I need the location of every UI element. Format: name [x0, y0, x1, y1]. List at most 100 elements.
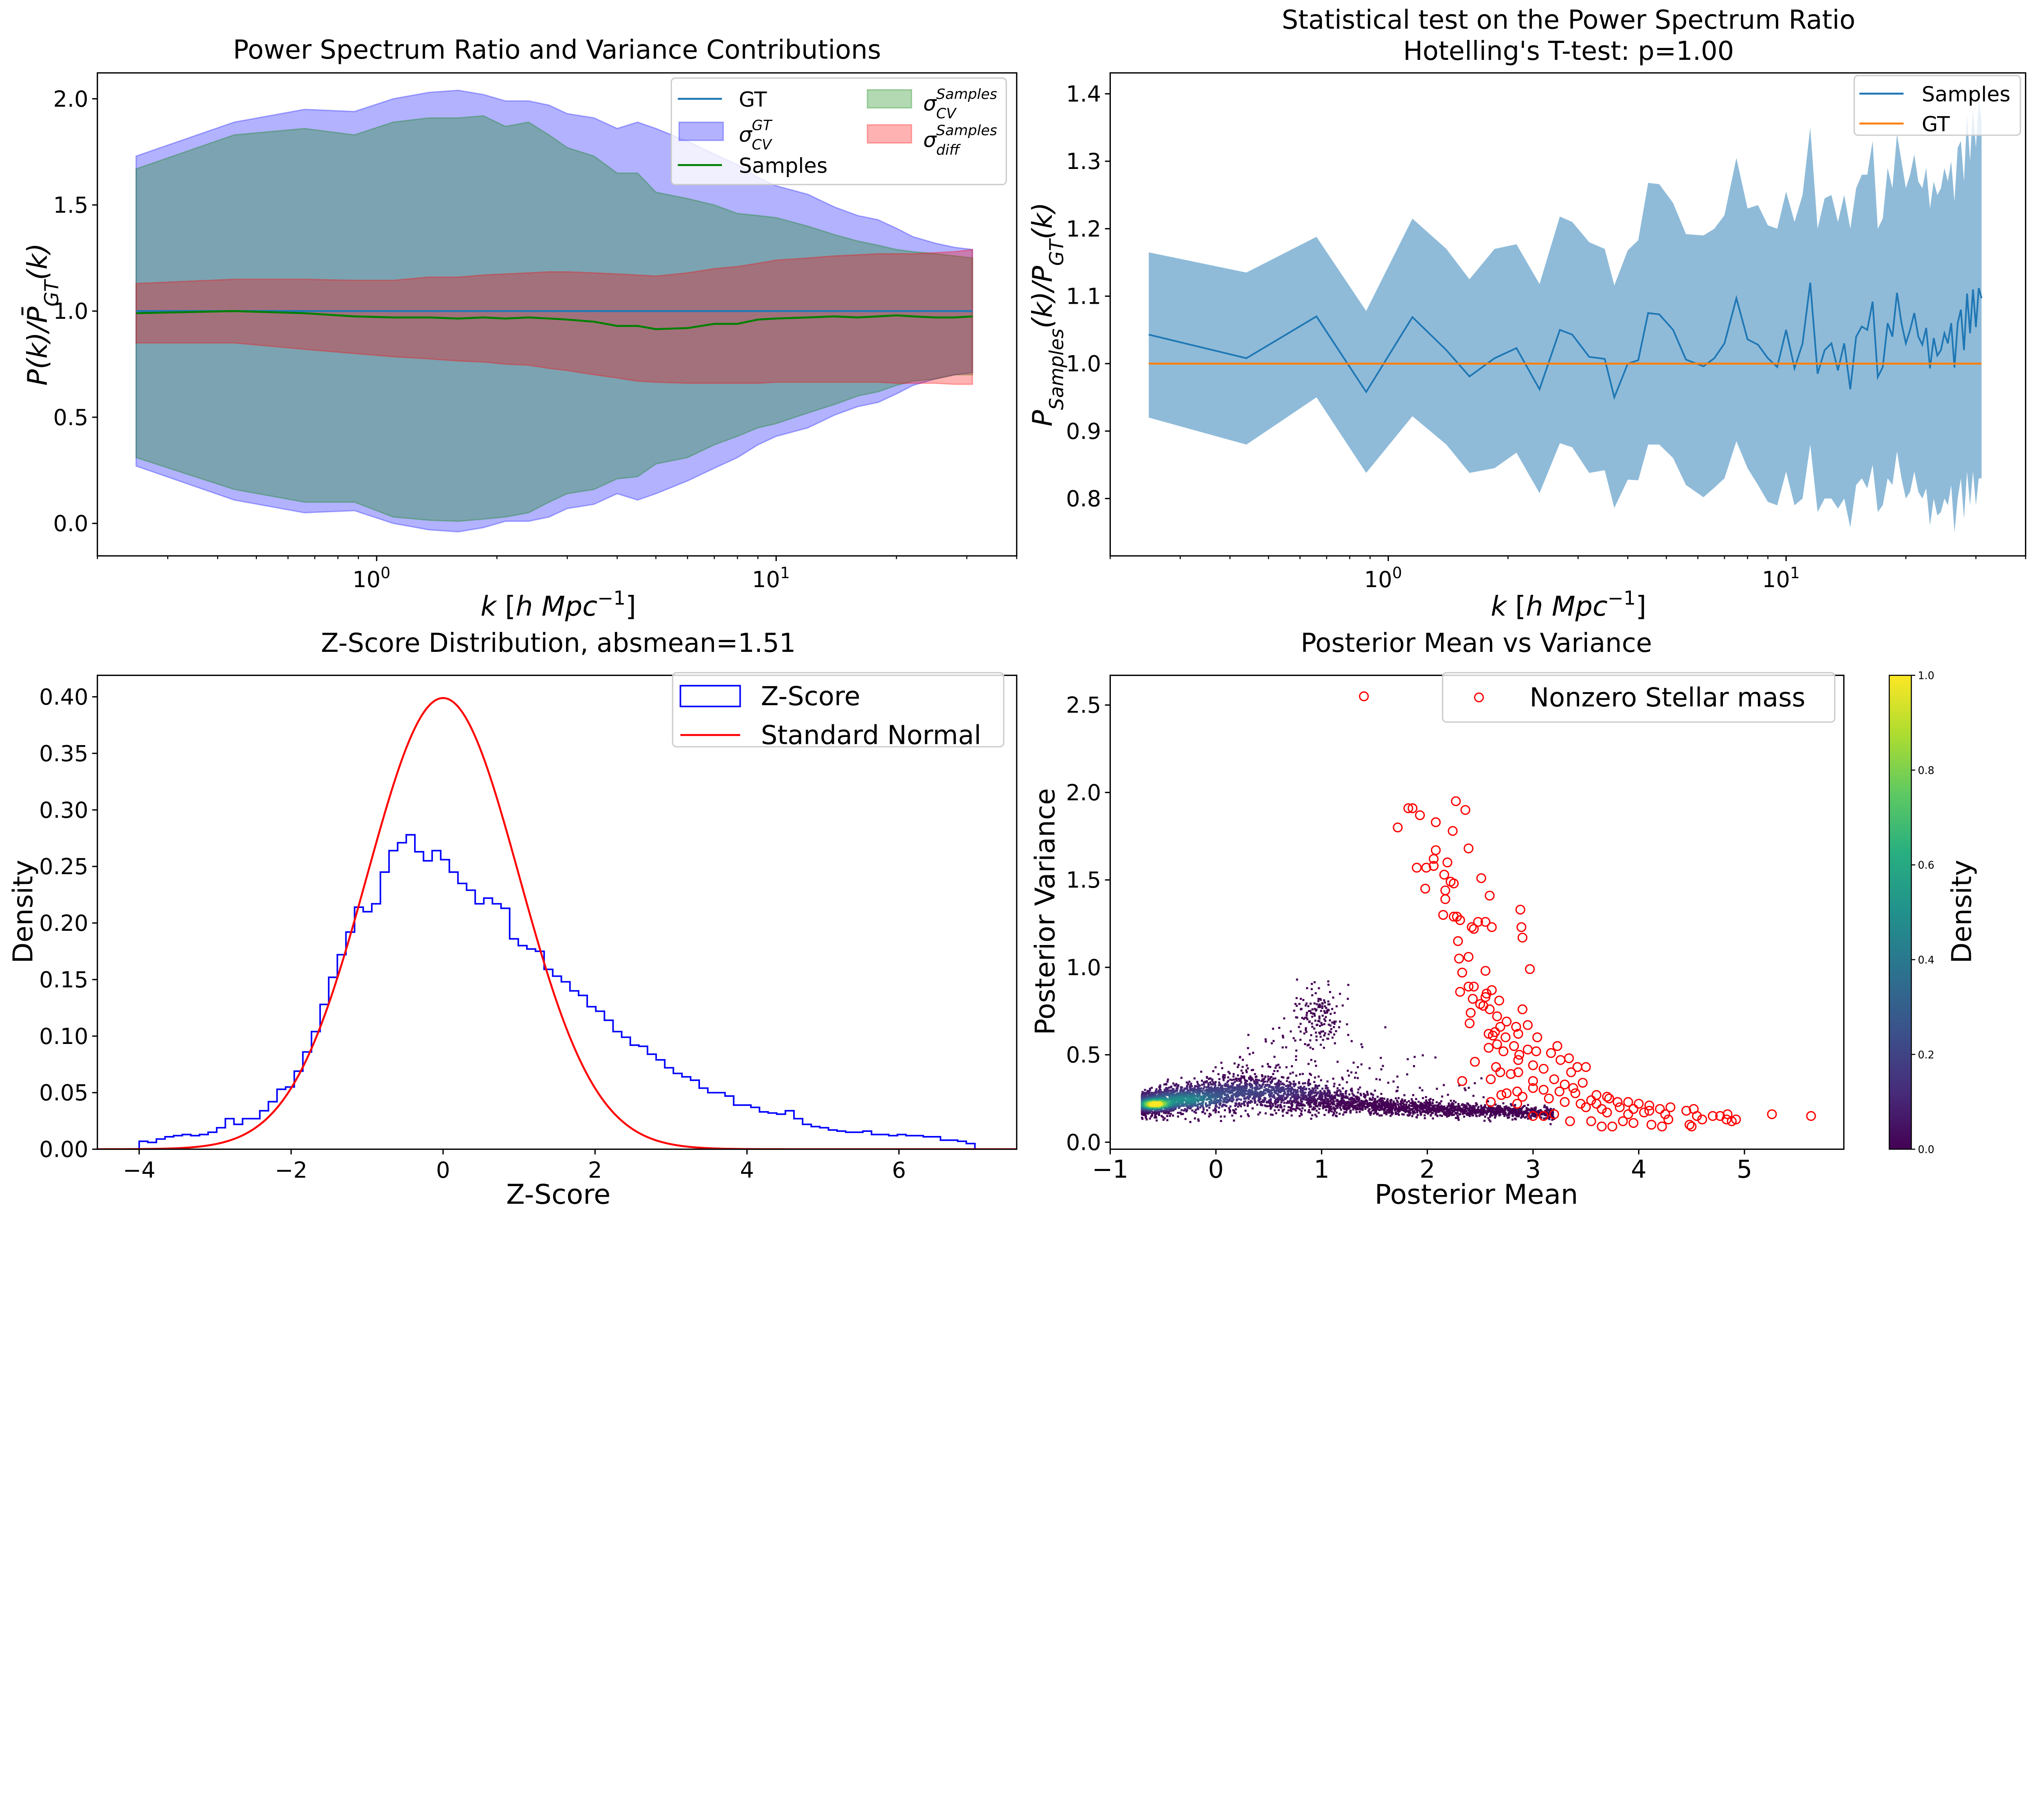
density-point — [1264, 1112, 1267, 1115]
density-point — [1295, 1055, 1297, 1057]
density-point — [1409, 1107, 1411, 1110]
x-tick-label: 4 — [740, 1158, 754, 1183]
density-point — [1181, 1086, 1183, 1089]
density-point — [1295, 1074, 1298, 1077]
x-tick-label: 101 — [752, 564, 790, 592]
density-point — [1482, 1111, 1484, 1113]
density-point — [1380, 1101, 1382, 1104]
density-point — [1168, 1108, 1171, 1110]
density-point — [1194, 1104, 1196, 1106]
density-point — [1186, 1109, 1188, 1112]
density-point — [1219, 1102, 1222, 1104]
histogram-bin — [941, 1140, 949, 1149]
density-point — [1268, 1095, 1271, 1098]
density-point — [1534, 1110, 1536, 1112]
density-point — [1201, 1099, 1204, 1101]
density-point — [1262, 1083, 1264, 1086]
density-point — [1210, 1087, 1212, 1089]
nonzero-stellar-mass-point — [1639, 1107, 1649, 1118]
density-point — [1492, 1107, 1494, 1109]
density-point — [1158, 1114, 1161, 1116]
density-point — [1281, 1087, 1283, 1089]
histogram-bin — [165, 1137, 173, 1149]
density-point — [1421, 1089, 1424, 1092]
density-point — [1247, 1034, 1250, 1036]
x-axis-label: Posterior Mean — [1375, 1178, 1578, 1210]
density-point — [1475, 1114, 1478, 1117]
density-point — [1304, 1017, 1307, 1019]
nonzero-stellar-mass-point — [1602, 1092, 1612, 1102]
density-point — [1476, 1103, 1478, 1106]
density-point — [1246, 1080, 1248, 1082]
nonzero-stellar-mass-point — [1512, 1099, 1523, 1109]
colorbar-tick-label: 1.0 — [1918, 670, 1935, 682]
histogram-bin — [837, 1131, 846, 1149]
density-point — [1474, 1111, 1476, 1113]
density-point — [1224, 1083, 1227, 1085]
density-point — [1343, 1111, 1346, 1114]
density-point — [1541, 1112, 1544, 1114]
density-point — [1349, 1097, 1352, 1100]
density-point — [1400, 1100, 1402, 1103]
chart-title: Power Spectrum Ratio and Variance Contri… — [233, 35, 881, 65]
density-point — [1310, 1096, 1312, 1098]
nonzero-stellar-mass-point — [1463, 843, 1474, 853]
density-point — [1260, 1080, 1263, 1082]
density-point — [1246, 1067, 1249, 1070]
density-point — [1326, 1099, 1329, 1102]
density-point — [1152, 1092, 1154, 1094]
density-point — [1216, 1099, 1218, 1101]
density-point — [1233, 1119, 1235, 1122]
density-point — [1179, 1112, 1181, 1114]
density-point — [1425, 1108, 1428, 1111]
density-point — [1242, 1059, 1244, 1061]
density-point — [1277, 1101, 1279, 1103]
y-tick-label: 0.30 — [39, 797, 88, 823]
density-point — [1240, 1079, 1242, 1082]
density-point — [1310, 1002, 1312, 1005]
density-point — [1436, 1104, 1438, 1107]
density-point — [1223, 1088, 1226, 1090]
density-point — [1331, 1097, 1333, 1099]
histogram-bin — [285, 1087, 294, 1149]
density-point — [1202, 1110, 1204, 1113]
density-point — [1533, 1108, 1535, 1111]
density-point — [1378, 1099, 1381, 1101]
density-point — [1214, 1105, 1217, 1107]
density-point — [1424, 1114, 1426, 1116]
density-point — [1244, 1090, 1246, 1092]
density-point — [1351, 1096, 1353, 1099]
density-point — [1531, 1108, 1534, 1111]
density-point — [1251, 1097, 1254, 1100]
density-point — [1324, 1100, 1327, 1103]
density-point — [1154, 1116, 1156, 1119]
density-point — [1457, 1116, 1459, 1119]
density-point — [1323, 1091, 1325, 1093]
density-point — [1163, 1083, 1165, 1086]
density-point — [1259, 1085, 1262, 1087]
legend-cv-samples-symbol: σ — [923, 92, 937, 116]
density-point — [1333, 1111, 1335, 1114]
density-point — [1191, 1097, 1194, 1100]
density-point — [1277, 1090, 1279, 1092]
density-point — [1196, 1099, 1198, 1101]
density-point — [1150, 1103, 1152, 1106]
density-point — [1249, 1091, 1251, 1093]
density-point — [1196, 1105, 1199, 1108]
density-point — [1499, 1105, 1501, 1107]
histogram-bin — [355, 907, 363, 1149]
density-point — [1294, 1083, 1297, 1086]
nonzero-stellar-mass-point — [1684, 1120, 1695, 1130]
density-point — [1290, 1091, 1292, 1094]
density-point — [1283, 1108, 1285, 1111]
histogram-bin — [897, 1134, 906, 1149]
density-point — [1488, 1119, 1491, 1121]
density-point — [1524, 1112, 1526, 1114]
density-point — [1218, 1078, 1221, 1080]
density-point — [1247, 1091, 1250, 1093]
density-point — [1172, 1114, 1174, 1117]
density-point — [1307, 1084, 1310, 1086]
density-point — [1180, 1109, 1183, 1112]
density-point — [1363, 1095, 1365, 1098]
